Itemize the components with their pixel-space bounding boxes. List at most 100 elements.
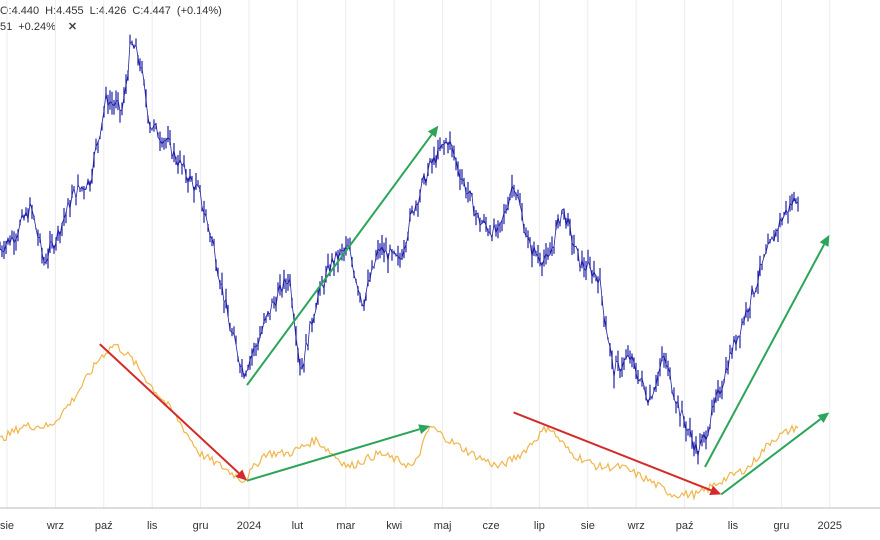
price-connector: [149, 126, 153, 131]
legend-indicator-value: 51: [0, 21, 13, 33]
price-connector: [125, 74, 129, 86]
price-connector: [159, 140, 163, 145]
price-connector: [109, 101, 113, 104]
price-connector: [51, 241, 55, 250]
indicator-series: [0, 343, 799, 501]
x-tick-label: mar: [336, 520, 355, 532]
price-connector: [67, 201, 71, 209]
price-connector: [137, 57, 141, 68]
price-connector: [181, 162, 185, 167]
price-connector: [515, 194, 519, 197]
price-connector: [761, 256, 765, 265]
price-connector: [275, 291, 279, 307]
x-tick-label: lip: [534, 520, 545, 532]
price-connector: [643, 386, 647, 398]
price-connector: [311, 317, 315, 325]
price-connector: [459, 178, 463, 180]
price-connector: [341, 250, 345, 252]
price-connector: [353, 274, 357, 282]
price-connector: [491, 223, 495, 238]
x-tick-label: maj: [434, 520, 452, 532]
price-connector: [631, 355, 635, 363]
price-connector: [19, 214, 23, 224]
legend-high: H:4.455: [45, 5, 84, 17]
price-connector: [709, 407, 713, 426]
trend-arrow-head: [235, 469, 247, 481]
price-connector: [5, 238, 9, 245]
price-connector: [585, 261, 589, 272]
price-connector: [45, 257, 49, 263]
x-tick-label: lis: [147, 520, 158, 532]
price-connector: [431, 156, 435, 164]
price-connector: [233, 333, 237, 345]
price-connector: [105, 93, 109, 106]
price-connector: [271, 301, 275, 303]
price-connector: [133, 44, 137, 49]
price-connector: [283, 278, 287, 284]
price-connector: [91, 156, 95, 179]
price-connector: [145, 100, 149, 118]
price-connector: [427, 160, 431, 171]
price-connector: [575, 246, 579, 252]
price-connector: [671, 391, 675, 399]
price-connector: [597, 277, 601, 284]
price-connector: [325, 264, 329, 274]
price-connector: [683, 420, 687, 431]
price-connector: [207, 225, 211, 236]
price-connector: [453, 155, 457, 161]
trend-arrow-line: [246, 133, 433, 386]
price-connector: [89, 177, 93, 187]
price-connector: [563, 208, 567, 227]
price-connector: [509, 185, 513, 197]
price-connector: [755, 282, 759, 290]
price-connector: [161, 140, 165, 145]
price-connector: [773, 230, 777, 242]
price-connector: [527, 236, 531, 243]
x-axis: sie wrz paź lis gru 2024 lut mar kwi maj cze lip sie…: [0, 507, 880, 532]
price-connector: [165, 137, 169, 141]
trend-arrow-line: [246, 428, 420, 482]
price-connector: [263, 317, 267, 322]
price-connector: [9, 236, 13, 244]
price-connector: [99, 123, 103, 137]
price-connector: [127, 42, 131, 75]
price-connector: [363, 293, 367, 307]
price-connector: [505, 207, 509, 212]
price-connector: [293, 319, 297, 339]
x-tick-label: paź: [676, 520, 694, 532]
price-connector: [567, 217, 571, 226]
price-connector: [211, 238, 215, 245]
price-connector: [689, 429, 693, 440]
price-connector: [183, 162, 187, 177]
price-connector: [337, 251, 341, 261]
price-connector: [381, 246, 385, 254]
indicator-line: [0, 343, 799, 501]
close-icon[interactable]: ✕: [67, 21, 78, 33]
price-connector: [285, 282, 289, 285]
price-connector: [659, 358, 663, 368]
price-connector: [189, 175, 193, 181]
price-connector: [277, 283, 281, 292]
price-connector: [783, 209, 787, 216]
price-connector: [47, 242, 51, 258]
price-connector: [35, 228, 39, 238]
legend-open: O:4.440: [0, 5, 40, 17]
price-connector: [225, 299, 229, 317]
price-connector: [717, 388, 721, 395]
price-connector: [653, 385, 657, 392]
price-connector: [743, 309, 747, 322]
price-connector: [751, 287, 755, 295]
price-connector: [693, 442, 697, 452]
price-connector: [375, 248, 379, 258]
price-connector: [399, 257, 403, 260]
price-connector: [85, 179, 89, 190]
price-connector: [579, 259, 583, 270]
price-connector: [421, 174, 425, 182]
trend-arrow-line: [99, 343, 240, 474]
price-connector: [419, 180, 423, 195]
price-connector: [605, 327, 609, 340]
price-connector: [507, 195, 511, 208]
price-connector: [497, 223, 501, 227]
price-connector: [111, 103, 115, 107]
